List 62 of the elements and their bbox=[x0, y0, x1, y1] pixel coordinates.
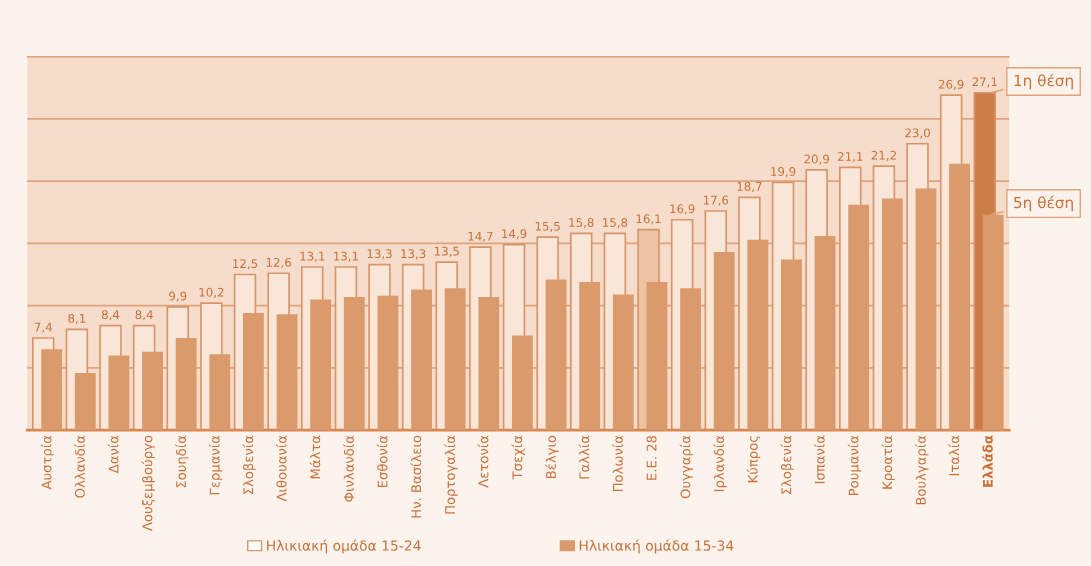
x-tick-label: Ισπανία bbox=[813, 435, 825, 484]
data-label: 8,4 bbox=[135, 310, 153, 321]
data-label: 19,9 bbox=[771, 166, 796, 178]
data-label: 17,6 bbox=[703, 195, 729, 206]
x-tick-label: Δανία bbox=[107, 435, 119, 474]
legend-label: Ηλικιακή ομάδα 15-34 bbox=[579, 539, 734, 554]
x-tick-label: Γερμανία bbox=[208, 435, 223, 495]
data-label: 14,9 bbox=[502, 229, 527, 240]
data-label: 21,1 bbox=[838, 152, 863, 163]
data-label: 16,9 bbox=[670, 204, 695, 215]
data-label: 9,9 bbox=[169, 291, 187, 302]
data-label: 20,9 bbox=[804, 154, 829, 165]
data-label: 23,0 bbox=[905, 128, 930, 139]
data-label: 7,4 bbox=[34, 322, 52, 333]
data-label: 16,1 bbox=[636, 214, 661, 225]
annotation: 1η θέση bbox=[1014, 73, 1073, 90]
data-label: 15,5 bbox=[535, 221, 560, 232]
data-label: 26,9 bbox=[938, 79, 964, 90]
x-tick-label: Κύπρος bbox=[746, 436, 761, 483]
x-tick-label: Τσεχία bbox=[511, 435, 525, 480]
data-label: 12,6 bbox=[266, 257, 292, 269]
x-tick-label: Ουγγαρία bbox=[679, 435, 694, 499]
x-tick-label: Ιρλανδία bbox=[713, 435, 727, 492]
x-tick-label: Πορτογαλία bbox=[444, 435, 458, 514]
x-tick-label: Ε.Ε. 28 bbox=[646, 435, 657, 480]
x-tick-label: Ην. Βασίλειο bbox=[410, 435, 422, 518]
data-label: 12,5 bbox=[233, 259, 258, 270]
x-tick-label: Ελλάδα bbox=[982, 435, 993, 487]
x-tick-label: Κροατία bbox=[881, 435, 895, 489]
data-label: 14,7 bbox=[468, 231, 493, 242]
data-label: 21,2 bbox=[871, 150, 896, 161]
x-tick-label: Βουλγαρία bbox=[915, 435, 929, 505]
data-label: 10,2 bbox=[199, 287, 224, 298]
x-tick-label: Σλοβενία bbox=[242, 435, 256, 495]
data-label: 15,8 bbox=[569, 218, 594, 229]
x-tick-label: Ολλανδία bbox=[74, 435, 85, 498]
x-tick-label: Βέλγιο bbox=[545, 435, 559, 479]
x-tick-label: Γαλλία bbox=[578, 435, 590, 479]
x-tick-label: Λιθουανία bbox=[275, 435, 287, 502]
data-label: 8,4 bbox=[101, 310, 120, 321]
data-label: 13,3 bbox=[367, 249, 392, 260]
data-label: 13,1 bbox=[334, 251, 358, 262]
x-tick-label: Μάλτα bbox=[309, 435, 321, 479]
x-tick-label: Φινλανδία bbox=[343, 435, 354, 502]
annotation: 5η θέση bbox=[1014, 195, 1073, 212]
x-tick-label: Ιταλία bbox=[948, 435, 960, 476]
x-tick-label: Σλοβενία bbox=[780, 435, 794, 495]
x-tick-label: Σουηδία bbox=[175, 435, 189, 488]
x-tick-label: Εσθονία bbox=[376, 435, 388, 488]
data-label: 18,7 bbox=[737, 181, 762, 193]
legend-label: Ηλικιακή ομάδα 15-24 bbox=[267, 539, 421, 554]
x-tick-label: Λετονία bbox=[477, 435, 489, 488]
data-label: 13,3 bbox=[401, 249, 426, 260]
x-tick-label: Αυστρία bbox=[40, 435, 55, 490]
data-label: 27,1 bbox=[972, 77, 997, 88]
data-label: 13,5 bbox=[434, 246, 459, 257]
data-label: 8,1 bbox=[68, 313, 86, 325]
x-tick-label: Λουξεμβούργο bbox=[141, 435, 155, 531]
data-label: 15,8 bbox=[603, 218, 628, 229]
x-tick-label: Πολωνία bbox=[612, 435, 623, 492]
data-label: 13,1 bbox=[300, 251, 325, 262]
x-tick-label: Ρουμανία bbox=[847, 435, 862, 496]
